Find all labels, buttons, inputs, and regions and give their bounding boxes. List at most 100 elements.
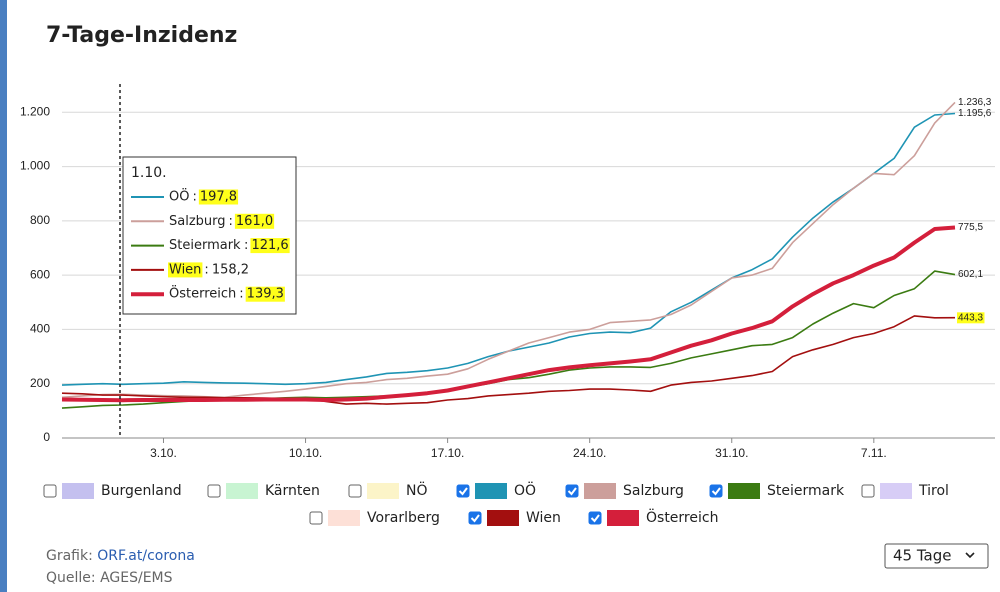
- checkbox[interactable]: [588, 511, 602, 525]
- end-label: 775,5: [958, 222, 983, 233]
- checkbox[interactable]: [861, 484, 875, 498]
- legend-swatch: [728, 483, 760, 499]
- legend-swatch: [880, 483, 912, 499]
- legend: Burgenland Kärnten NÖ OÖ Salzburg Steiermark T…: [43, 481, 949, 526]
- footer-link[interactable]: ORF.at/corona: [97, 548, 195, 564]
- legend-label[interactable]: NÖ: [406, 481, 428, 499]
- tooltip-separator: :: [192, 190, 196, 205]
- checkbox[interactable]: [709, 484, 723, 498]
- tooltip: 1.10. OÖ:197,8Salzburg:161,0Steiermark:1…: [122, 156, 297, 315]
- select-box[interactable]: [884, 543, 989, 569]
- legend-label[interactable]: Steiermark: [767, 483, 845, 499]
- tooltip-value: 161,0: [236, 214, 273, 229]
- tooltip-name: Wien: [169, 262, 201, 277]
- legend-swatch: [367, 483, 399, 499]
- y-tick-label: 1.200: [20, 104, 50, 118]
- lines: 1.195,61.236,3 602,1 443,3 775,5: [61, 97, 992, 409]
- chart-title: 7-Tage-Inzidenz: [46, 23, 237, 48]
- range-select[interactable]: 45 Tage: [884, 543, 989, 569]
- legend-item[interactable]: Kärnten: [207, 483, 320, 499]
- checkbox[interactable]: [456, 484, 470, 498]
- y-tick-label: 600: [30, 267, 50, 281]
- checkbox[interactable]: [43, 484, 57, 498]
- tooltip-name: Österreich: [169, 285, 236, 302]
- checkbox[interactable]: [309, 511, 323, 525]
- footer-grafik-label: Grafik:: [46, 548, 93, 564]
- x-tick-label: 10.10.: [289, 446, 322, 460]
- x-tick-label: 24.10.: [573, 446, 606, 460]
- checkmark: [458, 487, 468, 496]
- x-tick-label: 3.10.: [150, 446, 177, 460]
- checkmark: [711, 487, 721, 496]
- y-tick-label: 200: [30, 376, 50, 390]
- checkbox[interactable]: [348, 484, 362, 498]
- tooltip-name: Salzburg: [169, 214, 226, 229]
- tooltip-name: Steiermark: [169, 238, 241, 253]
- y-tick-label: 1.000: [20, 159, 50, 173]
- series-line: [61, 225, 956, 403]
- legend-label[interactable]: OÖ: [514, 481, 536, 499]
- checkbox[interactable]: [468, 511, 482, 525]
- legend-item[interactable]: Salzburg: [565, 483, 684, 499]
- legend-label[interactable]: Kärnten: [265, 483, 320, 499]
- select-arrow: [965, 552, 975, 559]
- legend-swatch: [607, 510, 639, 526]
- tooltip-value: 158,2: [212, 262, 249, 277]
- legend-swatch: [487, 510, 519, 526]
- x-tick-label: 7.11.: [861, 446, 887, 460]
- highlight: [168, 262, 203, 278]
- legend-swatch: [62, 483, 94, 499]
- legend-item[interactable]: Burgenland: [43, 483, 182, 499]
- tooltip-separator: :: [239, 287, 243, 302]
- legend-item[interactable]: Österreich: [588, 508, 718, 526]
- checkmark: [567, 487, 577, 496]
- legend-item[interactable]: NÖ: [348, 481, 428, 499]
- y-tick-label: 800: [30, 213, 50, 227]
- footer-grafik: Grafik: ORF.at/corona: [46, 548, 195, 564]
- legend-label[interactable]: Salzburg: [623, 483, 684, 499]
- footer-source: Quelle: AGES/EMS: [46, 570, 173, 586]
- legend-label[interactable]: Tirol: [918, 483, 949, 499]
- legend-item[interactable]: OÖ: [456, 481, 536, 499]
- legend-item[interactable]: Tirol: [861, 483, 949, 499]
- end-label: 443,3: [958, 312, 983, 323]
- end-label: 602,1: [958, 269, 983, 280]
- x-tick-label: 31.10.: [715, 446, 748, 460]
- end-label: 1.236,3: [958, 97, 992, 108]
- legend-label[interactable]: Wien: [526, 510, 561, 526]
- legend-swatch: [328, 510, 360, 526]
- highlight: [245, 286, 285, 302]
- tooltip-value: 197,8: [200, 190, 237, 205]
- x-tick-label: 17.10.: [431, 446, 464, 460]
- tooltip-separator: :: [204, 262, 208, 277]
- legend-label[interactable]: Burgenland: [101, 483, 182, 499]
- legend-swatch: [475, 483, 507, 499]
- highlight: [957, 312, 985, 324]
- legend-label[interactable]: Österreich: [646, 508, 718, 526]
- checkbox[interactable]: [207, 484, 221, 498]
- tooltip-separator: :: [229, 214, 233, 229]
- highlight: [234, 213, 275, 229]
- legend-label[interactable]: Vorarlberg: [367, 510, 440, 526]
- checkbox[interactable]: [565, 484, 579, 498]
- select-label[interactable]: 45 Tage: [893, 547, 951, 565]
- tooltip-separator: :: [244, 238, 248, 253]
- y-tick-label: 0: [43, 430, 50, 444]
- side-stripe: [0, 0, 7, 592]
- end-label: 1.195,6: [958, 108, 992, 119]
- legend-item[interactable]: Wien: [468, 510, 561, 526]
- legend-item[interactable]: Vorarlberg: [309, 510, 440, 526]
- highlight: [250, 238, 290, 254]
- series-line: [61, 315, 956, 405]
- legend-item[interactable]: Steiermark: [709, 483, 845, 499]
- legend-swatch: [226, 483, 258, 499]
- highlight: [198, 189, 239, 205]
- checkmark: [470, 514, 480, 523]
- grid: 0 200 400 600 800 1.000 1.200 3.10. 10.10. 17.10.…: [20, 104, 995, 460]
- tooltip-value: 139,3: [247, 287, 284, 302]
- y-tick-label: 400: [30, 322, 50, 336]
- tooltip-value: 121,6: [251, 238, 288, 253]
- tooltip-title: 1.10.: [131, 165, 167, 181]
